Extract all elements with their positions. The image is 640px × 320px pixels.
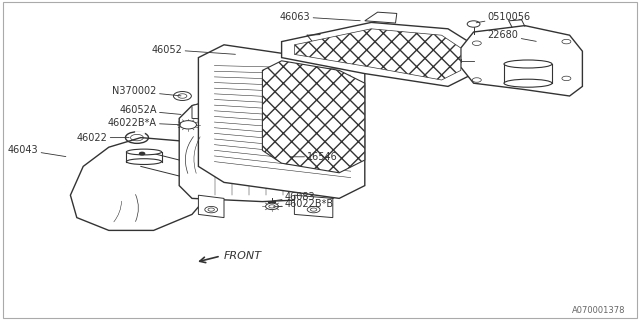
Ellipse shape — [504, 60, 552, 68]
Circle shape — [173, 92, 191, 100]
Text: 46022: 46022 — [77, 132, 129, 143]
Circle shape — [180, 121, 196, 129]
Polygon shape — [262, 61, 365, 173]
Circle shape — [472, 41, 481, 45]
Text: 46052A: 46052A — [119, 105, 181, 116]
Polygon shape — [461, 26, 582, 96]
Text: N370002: N370002 — [113, 86, 181, 96]
Text: 22680: 22680 — [488, 30, 536, 41]
Text: 46083: 46083 — [273, 192, 316, 202]
Text: FRONT: FRONT — [224, 251, 262, 261]
Polygon shape — [192, 86, 346, 122]
Polygon shape — [198, 195, 224, 218]
Text: 46063: 46063 — [280, 12, 360, 22]
Circle shape — [562, 39, 571, 44]
Text: A070001378: A070001378 — [572, 306, 626, 315]
Circle shape — [269, 205, 275, 208]
Circle shape — [266, 203, 278, 210]
Polygon shape — [70, 138, 218, 230]
Text: 46043: 46043 — [8, 145, 66, 156]
Polygon shape — [179, 86, 346, 202]
Circle shape — [310, 208, 317, 211]
Circle shape — [307, 206, 320, 213]
Ellipse shape — [127, 149, 161, 155]
Polygon shape — [282, 22, 474, 86]
Text: 46022B*B: 46022B*B — [273, 199, 334, 209]
Polygon shape — [294, 195, 333, 218]
Polygon shape — [198, 45, 365, 198]
Circle shape — [562, 76, 571, 81]
Polygon shape — [294, 29, 461, 80]
Circle shape — [140, 152, 145, 155]
Polygon shape — [365, 12, 397, 23]
Circle shape — [208, 208, 214, 211]
Circle shape — [472, 78, 481, 82]
Ellipse shape — [504, 79, 552, 87]
Circle shape — [205, 206, 218, 213]
Circle shape — [467, 21, 480, 27]
Text: 0510056: 0510056 — [476, 12, 531, 23]
Text: 46022B*A: 46022B*A — [108, 117, 180, 128]
Text: 46052: 46052 — [152, 44, 236, 55]
Text: 16546: 16546 — [289, 152, 338, 162]
Circle shape — [178, 94, 187, 98]
